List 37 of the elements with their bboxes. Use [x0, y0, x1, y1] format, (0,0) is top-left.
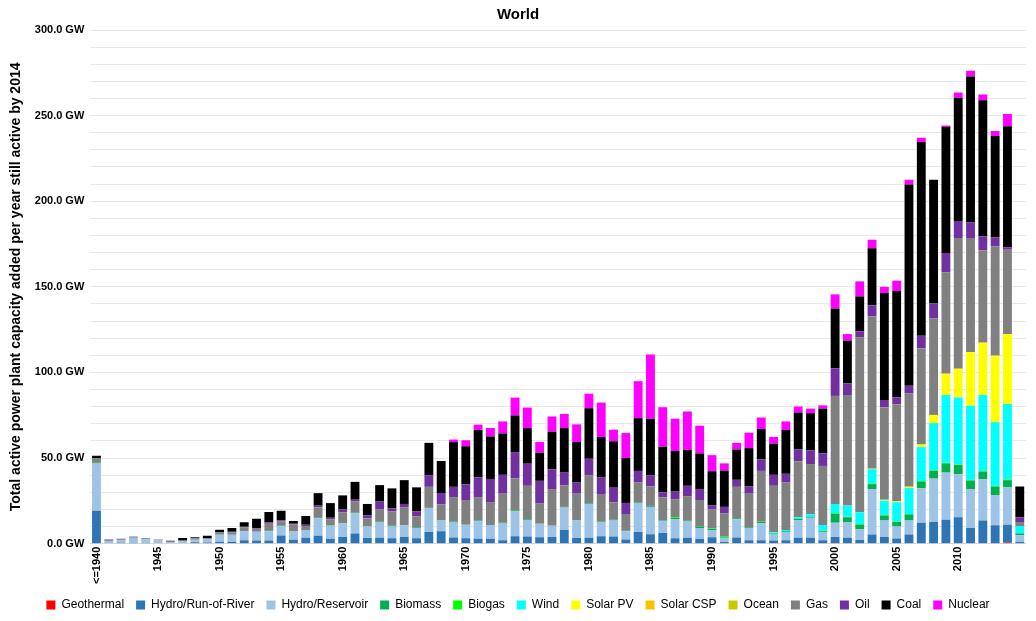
x-tick-label: 2005: [889, 546, 902, 572]
legend-label: Biomass: [395, 597, 442, 612]
x-tick-label: 1975: [520, 546, 533, 572]
x-tick-label: 1965: [397, 546, 410, 572]
x-tick-label: 1990: [705, 546, 718, 572]
legend-label: Geothermal: [61, 597, 125, 612]
x-tick-label: 1960: [335, 546, 348, 572]
legend-label: Hydro/Run-of-River: [151, 597, 255, 612]
x-tick-label: 1950: [212, 546, 225, 572]
x-tick-label: 1980: [581, 546, 594, 572]
legend-label: Hydro/Reservoir: [281, 597, 369, 612]
x-tick-label: 1985: [643, 546, 656, 572]
x-tick-label: 1995: [766, 546, 779, 572]
y-tick-label: 150.0 GW: [34, 279, 85, 292]
x-tick-label: <=1940: [89, 546, 102, 585]
legend-label: Nuclear: [948, 597, 990, 612]
x-tick-label: 2010: [951, 546, 964, 572]
y-tick-label: 0.0 GW: [47, 536, 85, 549]
legend-label: Coal: [896, 597, 922, 612]
y-tick-label: 100.0 GW: [34, 365, 85, 378]
legend-label: Gas: [805, 597, 828, 612]
chart-title: World: [496, 5, 540, 23]
y-tick-label: 50.0 GW: [40, 451, 85, 464]
x-tick-label: 1970: [458, 546, 471, 572]
legend-label: Ocean: [743, 597, 779, 612]
legend-label: Wind: [531, 597, 560, 612]
legend-label: Biogas: [468, 597, 505, 612]
y-tick-label: 200.0 GW: [34, 194, 85, 207]
x-tick-label: 2000: [828, 546, 841, 572]
legend-label: Solar PV: [586, 597, 634, 612]
y-tick-label: 300.0 GW: [34, 23, 85, 36]
y-axis-title: Total active power plant capacity added per year still active by 2014: [7, 62, 24, 512]
y-tick-label: 250.0 GW: [34, 108, 85, 121]
x-tick-label: 1955: [274, 546, 287, 572]
legend-label: Oil: [854, 597, 870, 612]
legend-label: Solar CSP: [660, 597, 717, 612]
x-tick-label: 1945: [151, 546, 164, 572]
